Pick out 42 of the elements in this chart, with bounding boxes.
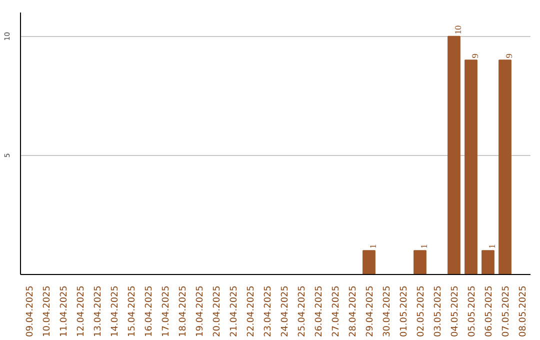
- data-label: 1: [419, 244, 429, 249]
- data-label: 1: [368, 244, 378, 249]
- x-tick-label: 11.04.2025: [60, 286, 70, 338]
- bar: [464, 60, 478, 274]
- x-tick-label: 21.04.2025: [230, 286, 240, 338]
- x-tick-label: 08.05.2025: [518, 286, 528, 338]
- x-tick-label: 10.04.2025: [42, 286, 52, 338]
- x-tick-label: 02.05.2025: [416, 286, 426, 338]
- x-tick-label: 06.05.2025: [484, 286, 494, 338]
- x-tick-label: 05.05.2025: [468, 286, 478, 338]
- x-tick-label: 13.04.2025: [94, 286, 104, 338]
- x-tick-label: 19.04.2025: [196, 286, 206, 338]
- bar: [482, 250, 494, 274]
- x-tick-label: 26.04.2025: [314, 286, 324, 338]
- x-tick-label: 16.04.2025: [144, 286, 154, 338]
- bar: [414, 250, 426, 274]
- x-tick-label: 20.04.2025: [212, 286, 222, 338]
- x-tick-label: 28.04.2025: [348, 286, 358, 338]
- x-tick-label: 27.04.2025: [332, 286, 342, 338]
- bar: [362, 250, 376, 274]
- data-label: 1: [487, 244, 497, 249]
- x-tick-label: 18.04.2025: [178, 286, 188, 338]
- x-tick-label: 01.05.2025: [400, 286, 410, 338]
- x-tick-label: 29.04.2025: [366, 286, 376, 338]
- x-tick-label: 17.04.2025: [162, 286, 172, 338]
- data-label: 10: [453, 24, 463, 34]
- x-tick-label: 22.04.2025: [246, 286, 256, 338]
- x-tick-label: 03.05.2025: [434, 286, 444, 338]
- bar: [498, 60, 512, 274]
- x-tick-label: 04.05.2025: [450, 286, 460, 338]
- x-tick-label: 15.04.2025: [128, 286, 138, 338]
- x-tick-label: 09.04.2025: [26, 286, 36, 338]
- x-tick-label: 24.04.2025: [280, 286, 290, 338]
- data-label: 9: [504, 53, 514, 58]
- x-tick-label: 25.04.2025: [298, 286, 308, 338]
- bar: [448, 36, 460, 274]
- data-label: 9: [470, 53, 480, 58]
- x-tick-label: 14.04.2025: [110, 286, 120, 338]
- x-tick-label: 07.05.2025: [502, 286, 512, 338]
- x-tick-label: 23.04.2025: [264, 286, 274, 338]
- x-tick-label: 30.04.2025: [382, 286, 392, 338]
- x-tick-label: 12.04.2025: [76, 286, 86, 338]
